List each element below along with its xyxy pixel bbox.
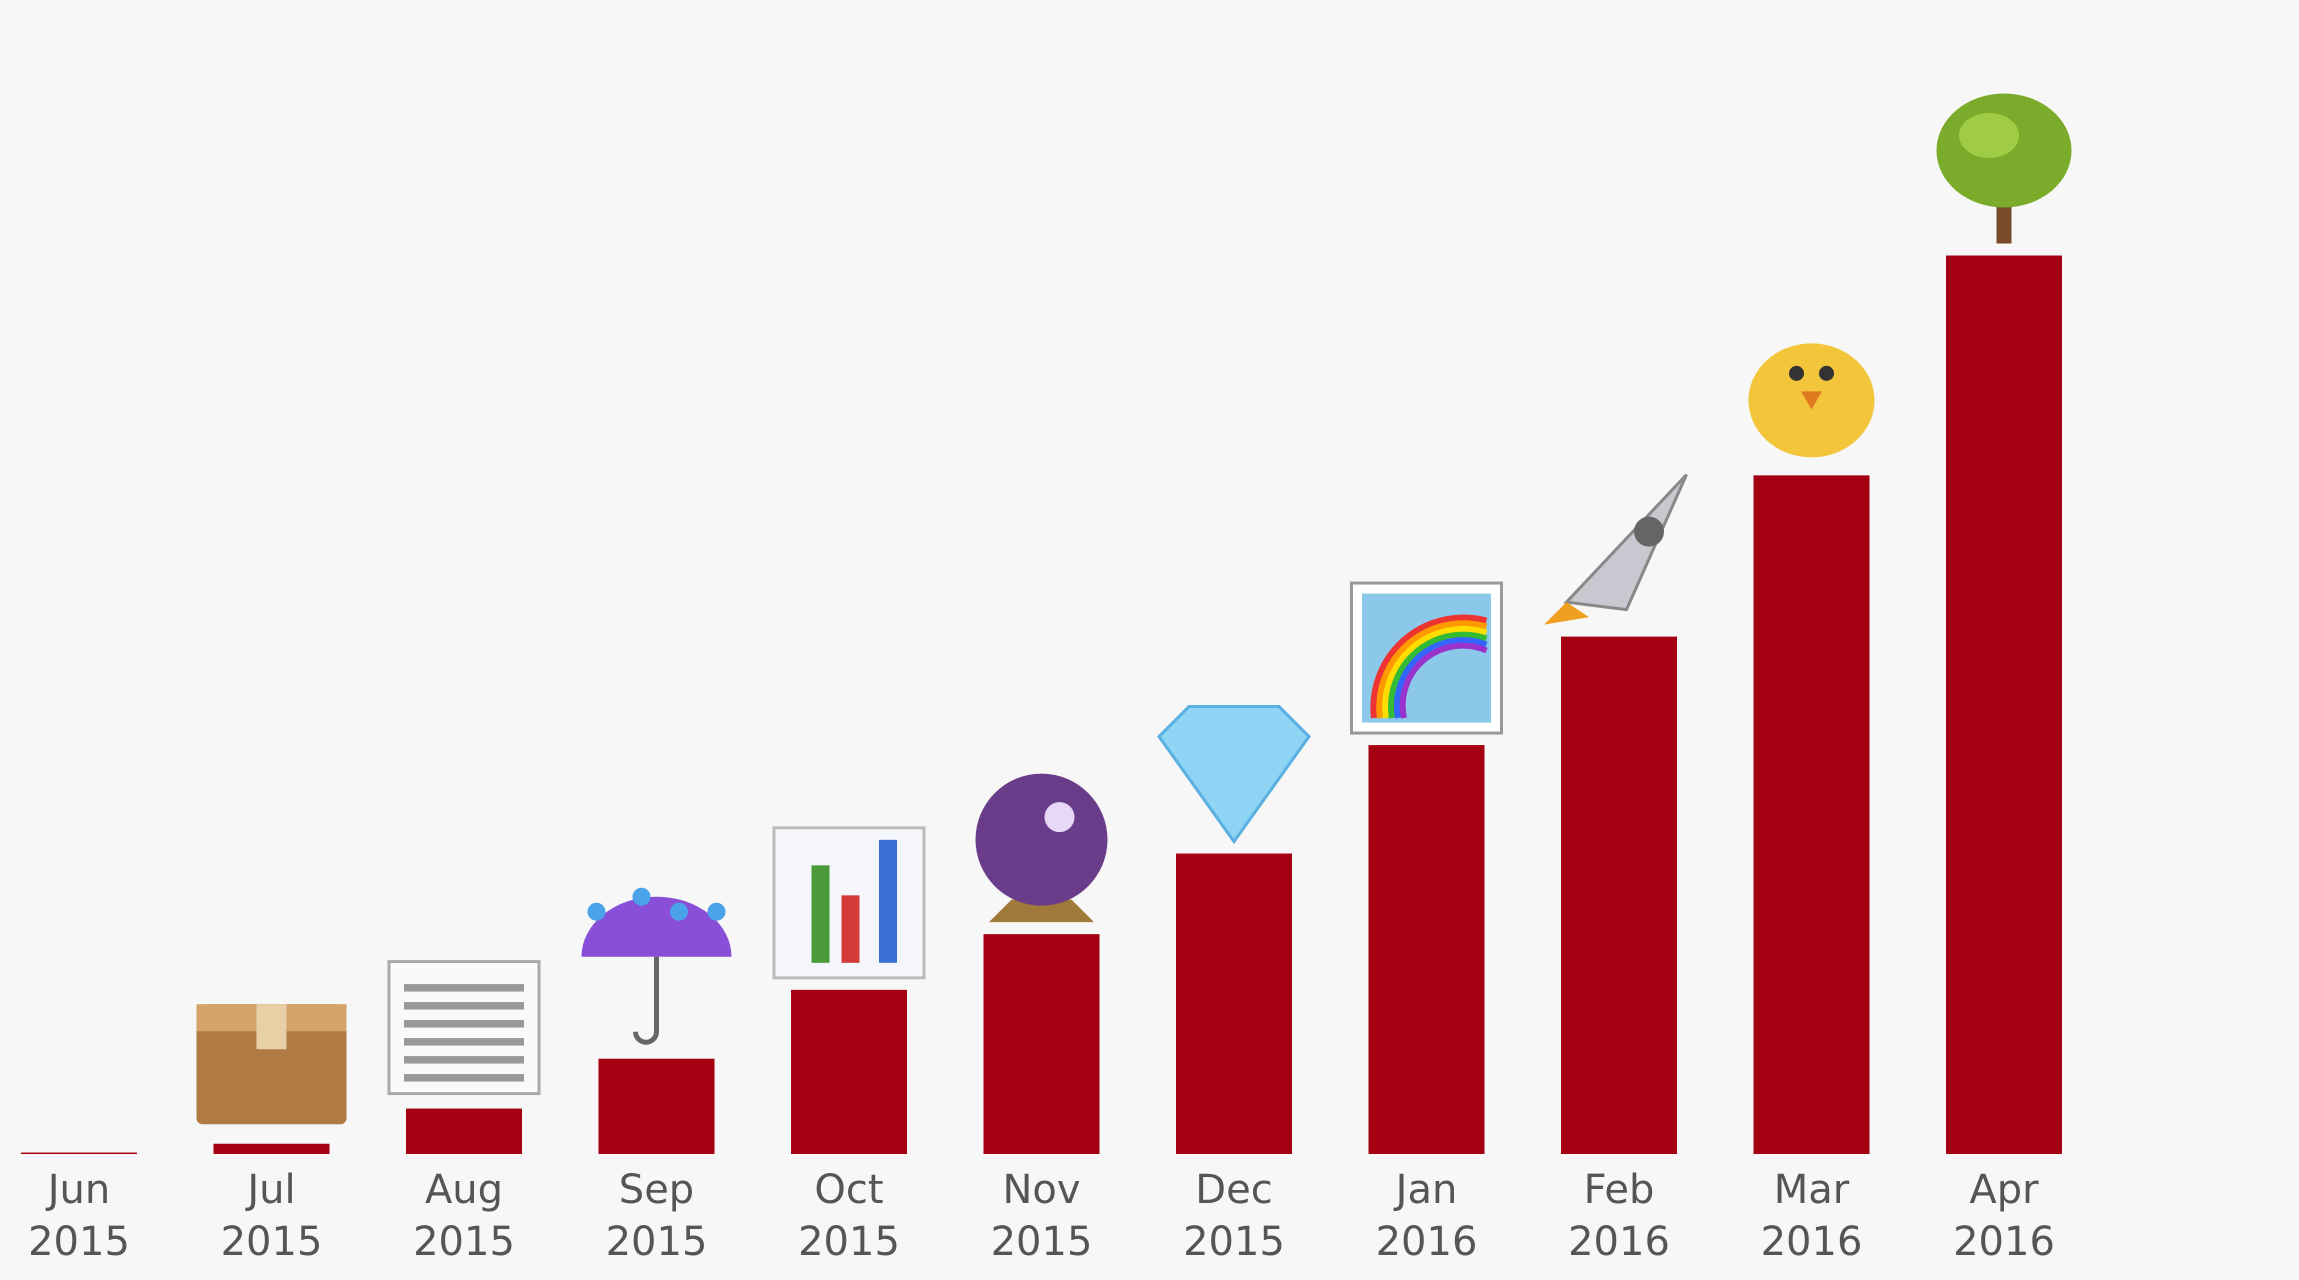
bar — [598, 1058, 715, 1154]
icon-part — [1370, 614, 1488, 719]
x-tick-label: Dec 2015 — [1183, 1167, 1285, 1265]
icon-part — [404, 984, 524, 992]
icon-part — [989, 899, 1094, 923]
icon-part — [1382, 626, 1488, 719]
bar — [1368, 745, 1485, 1154]
bar — [1176, 853, 1292, 1154]
x-tick-label: Apr 2016 — [1953, 1167, 2055, 1265]
bar — [791, 989, 907, 1154]
icon-part — [1563, 473, 1688, 612]
icon — [772, 826, 926, 980]
x-tick-label: Sep 2015 — [605, 1167, 708, 1265]
icon — [387, 960, 541, 1096]
icon-part — [1157, 705, 1311, 845]
icon-part — [670, 902, 688, 921]
icon-part — [1789, 365, 1804, 381]
icon-part — [1996, 198, 2012, 244]
icon — [1544, 473, 1688, 625]
icon-part — [1388, 631, 1488, 719]
x-tick-label: Jun 2015 — [28, 1167, 130, 1265]
icon-part — [404, 1038, 524, 1046]
x-tick-label: Aug 2015 — [413, 1167, 515, 1265]
icon-part — [707, 902, 726, 921]
x-tick-label: Feb 2016 — [1568, 1167, 1670, 1265]
icon-part — [1044, 802, 1075, 833]
icon-part — [1393, 637, 1488, 719]
icon-part — [1959, 113, 2019, 159]
icon-part — [841, 895, 860, 963]
icon — [581, 887, 732, 1045]
x-tick-label: Nov 2015 — [990, 1167, 1093, 1265]
icon-part — [404, 1002, 524, 1010]
icon — [1748, 343, 1875, 458]
bar — [1753, 475, 1870, 1155]
icon-part — [256, 1004, 287, 1050]
icon-part — [1634, 516, 1664, 547]
icon-part — [404, 1056, 524, 1064]
bar — [213, 1143, 330, 1154]
icon — [975, 773, 1108, 923]
x-tick-label: Mar 2016 — [1760, 1167, 1863, 1265]
bar — [983, 934, 1100, 1154]
x-tick-label: Jul 2015 — [220, 1167, 323, 1265]
icon — [1157, 705, 1311, 845]
icon-part — [632, 887, 651, 906]
icon-part — [587, 902, 606, 921]
icon-part — [1544, 602, 1589, 625]
icon-part — [879, 839, 897, 963]
icon-part — [1801, 391, 1822, 410]
x-tick-label: Jan 2016 — [1375, 1167, 1478, 1265]
bar — [1561, 636, 1677, 1154]
bar — [21, 1152, 137, 1154]
icon-part — [404, 1020, 524, 1028]
icon-part — [404, 1074, 524, 1082]
icon — [1350, 581, 1503, 735]
icon — [196, 1004, 347, 1125]
icon-part — [1819, 365, 1834, 381]
icon-part — [581, 896, 732, 957]
bar — [406, 1108, 522, 1154]
icon-part — [1399, 642, 1488, 719]
icon-part — [975, 773, 1108, 906]
bar — [1946, 255, 2062, 1154]
x-tick-label: Oct 2015 — [798, 1167, 900, 1265]
icon-part — [196, 1004, 347, 1125]
icon-part — [811, 865, 830, 963]
icon — [1936, 93, 2072, 244]
icon-part — [633, 956, 659, 1045]
icon-part — [1376, 620, 1488, 719]
